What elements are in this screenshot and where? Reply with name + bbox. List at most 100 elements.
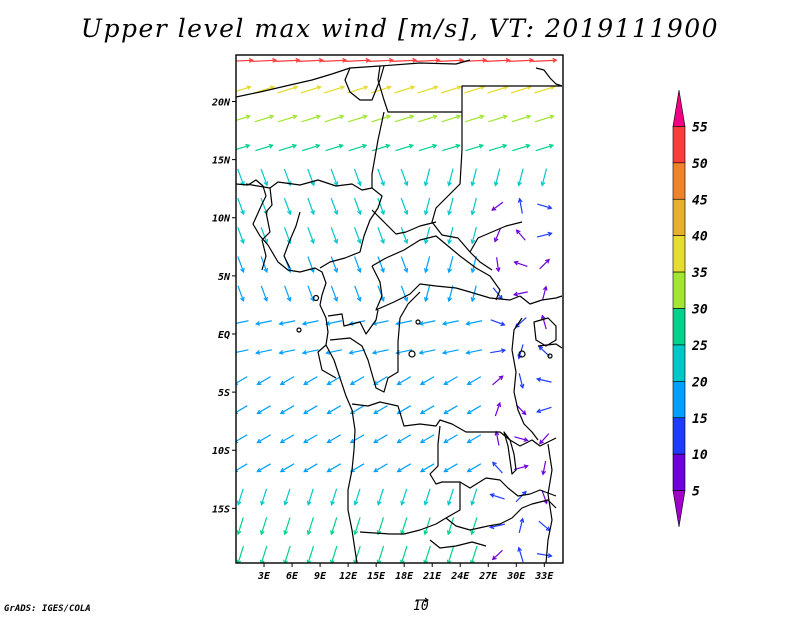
wind-vector	[324, 85, 346, 94]
wind-vector	[417, 85, 439, 94]
central-border-6	[283, 211, 301, 269]
wind-vector	[515, 229, 526, 241]
lon-tick-label: 30E	[506, 571, 526, 582]
wind-vector	[353, 488, 361, 506]
wind-vector	[237, 197, 245, 216]
wind-vector	[517, 197, 523, 214]
wind-vector	[260, 285, 268, 303]
wind-vector	[396, 376, 412, 386]
wind-vector	[353, 517, 361, 536]
wind-vector	[260, 488, 268, 506]
wind-vector	[236, 320, 249, 326]
wind-vector	[514, 436, 529, 442]
wind-vector	[279, 463, 295, 473]
congo-border-2	[329, 291, 421, 393]
wind-vector	[354, 256, 362, 274]
wind-vector	[470, 168, 477, 187]
central-border-2	[371, 111, 385, 188]
lon-tick-label: 27E	[478, 571, 498, 582]
wind-vector	[283, 545, 291, 563]
wind-vector	[536, 553, 553, 558]
wind-vector	[447, 226, 454, 245]
coastlines-and-borders	[236, 59, 563, 563]
wind-vector	[535, 377, 552, 383]
wind-vector	[236, 85, 252, 92]
lon-tick-label: 33E	[534, 571, 554, 582]
wind-vector	[237, 227, 245, 245]
central-border-5	[261, 187, 273, 271]
wind-vector	[330, 256, 339, 274]
lon-tick-label: 9E	[314, 571, 327, 582]
wind-vector	[348, 349, 366, 355]
mozambique	[545, 443, 553, 563]
wind-vector	[446, 517, 455, 536]
wind-vector	[466, 434, 482, 444]
wind-vector	[237, 285, 245, 303]
central-border-1	[245, 179, 373, 191]
wind-vector	[254, 349, 272, 355]
wind-vector	[325, 320, 343, 326]
wind-vector	[376, 517, 385, 536]
wind-vector	[353, 197, 362, 216]
wind-vector	[400, 256, 409, 274]
zambia-2	[459, 477, 557, 497]
wind-vector	[441, 320, 459, 326]
east-rift-1	[519, 295, 563, 305]
wind-vector	[256, 376, 271, 386]
wind-vector	[325, 349, 343, 355]
wind-vector	[419, 463, 435, 473]
wind-vector	[396, 434, 412, 444]
wind-vector	[491, 461, 503, 474]
colorbar-label: 10	[692, 448, 708, 463]
latitude-axis: 20N 15N 10N 5N EQ 5S 10S 15S	[211, 97, 236, 515]
car-south	[371, 265, 521, 311]
wind-vector	[330, 197, 339, 216]
wind-vector	[470, 545, 478, 563]
wind-vector	[518, 517, 525, 534]
wind-vector	[537, 203, 553, 210]
wind-vector	[400, 197, 409, 216]
lon-tick-label: 3E	[257, 571, 271, 582]
wind-vector	[348, 114, 368, 123]
wind-vector	[441, 349, 459, 355]
longitude-axis: 3E 6E 9E 12E 15E 18E 21E 24E 27E 30E 33E	[257, 563, 554, 582]
lat-tick-label: 5S	[218, 388, 230, 399]
wind-vector	[396, 463, 412, 473]
wind-vector	[470, 197, 477, 216]
wind-vector	[326, 376, 341, 386]
wind-vector	[255, 143, 274, 152]
wind-vector	[278, 320, 296, 326]
wind-vector	[517, 546, 524, 563]
colorbar: 5 10 15 20 25 30 35 40 45 50 55	[672, 89, 708, 528]
wind-vector	[284, 285, 292, 303]
wind-vector	[394, 114, 415, 123]
wind-vector	[349, 376, 365, 386]
wind-vector	[256, 463, 271, 473]
lat-tick-label: 10S	[212, 446, 230, 457]
wind-vector	[465, 349, 483, 355]
car-border	[371, 235, 501, 301]
wind-vector	[541, 460, 547, 476]
wind-vector	[447, 197, 454, 216]
wind-vector	[260, 168, 269, 187]
wind-vector	[259, 545, 268, 563]
wind-vector	[470, 226, 477, 245]
wind-vector	[508, 57, 535, 63]
wind-vector	[400, 517, 408, 536]
wind-vector	[329, 545, 338, 563]
wind-vector	[466, 376, 482, 386]
wind-vector	[307, 197, 315, 216]
wind-vector	[447, 168, 454, 187]
wind-vector	[494, 401, 502, 417]
central-border-3	[319, 187, 383, 269]
west-coastline	[236, 179, 358, 563]
colorbar-segment	[672, 271, 686, 309]
wind-vector	[466, 405, 482, 415]
wind-vector	[485, 57, 511, 63]
grads-credit: GrADS: IGES/COLA	[4, 604, 91, 614]
wind-vector	[236, 488, 244, 506]
wind-vector	[512, 291, 528, 297]
wind-vector	[237, 256, 245, 274]
congo-border-1	[327, 309, 379, 335]
wind-vector	[275, 57, 301, 63]
